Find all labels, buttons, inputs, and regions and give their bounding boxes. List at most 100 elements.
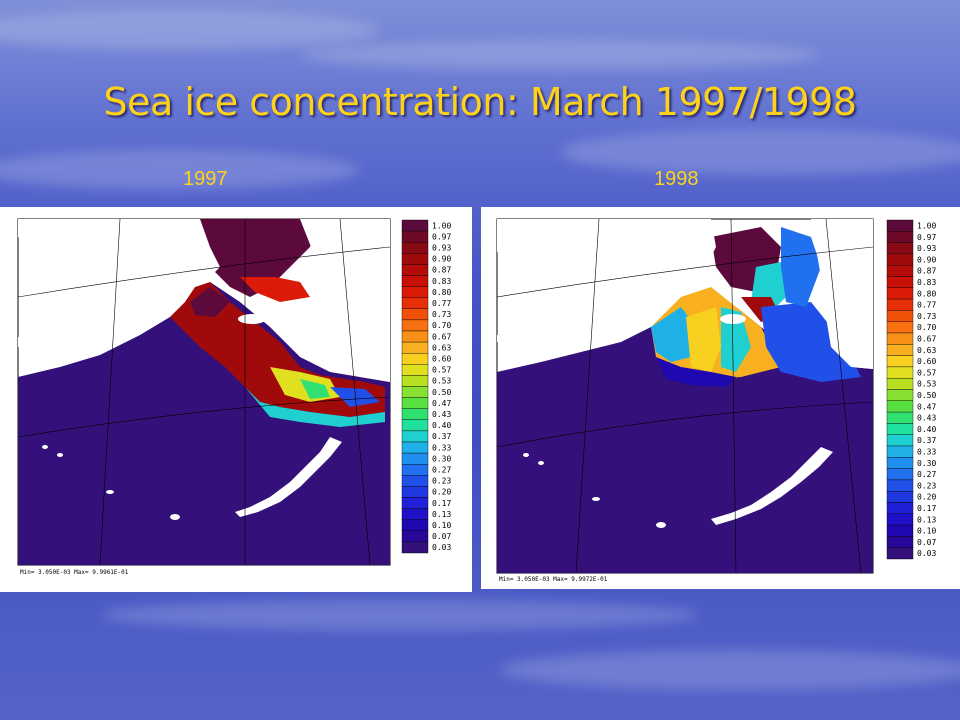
colorbar-label: 0.73 xyxy=(432,310,451,319)
colorbar-swatch xyxy=(886,411,914,424)
colorbar-swatch xyxy=(401,530,429,543)
colorbar-swatch xyxy=(886,355,914,368)
colorbar-label: 0.53 xyxy=(917,380,936,389)
colorbar-label: 0.90 xyxy=(917,255,936,264)
map-frame xyxy=(17,218,391,566)
colorbar-swatch xyxy=(886,366,914,379)
colorbar-swatch xyxy=(886,513,914,526)
year-label-1997: 1997 xyxy=(183,168,228,190)
colorbar-swatch xyxy=(886,377,914,390)
colorbar-label: 0.07 xyxy=(432,532,451,541)
colorbar-label: 0.50 xyxy=(432,388,451,397)
colorbar-swatch xyxy=(401,341,429,354)
colorbar-swatch xyxy=(401,352,429,365)
colorbar-swatch xyxy=(401,397,429,409)
colorbar-swatch xyxy=(401,519,429,532)
colorbar-swatch xyxy=(886,231,914,243)
colorbar-swatch xyxy=(886,389,914,402)
colorbar-swatch xyxy=(401,275,429,287)
colorbar-label: 0.90 xyxy=(432,255,451,264)
colorbar-swatch xyxy=(401,452,429,465)
colorbar-swatch xyxy=(401,364,429,376)
colorbar-label: 0.70 xyxy=(432,321,451,330)
colorbar-swatch xyxy=(886,287,914,300)
colorbar-label: 0.13 xyxy=(917,515,936,524)
colorbar-swatch xyxy=(401,253,429,265)
colorbar-swatch xyxy=(401,408,429,420)
colorbar-swatch xyxy=(886,276,914,289)
colorbar: 1.00 0.97 0.93 0.90 0.87 0.83 0.80 0.77 0.73 0.70… xyxy=(401,219,451,554)
colorbar-swatch xyxy=(401,508,429,520)
colorbar-swatch xyxy=(886,310,914,322)
colorbar-swatch xyxy=(401,441,429,454)
colorbar-label: 0.20 xyxy=(432,488,451,497)
colorbar-label: 0.20 xyxy=(917,493,936,502)
colorbar-swatch xyxy=(401,264,429,276)
colorbar-swatch xyxy=(886,479,914,492)
colorbar-label: 0.53 xyxy=(432,377,451,386)
colorbar-swatch xyxy=(886,219,914,232)
ocean-area xyxy=(497,302,873,573)
colorbar-label: 0.17 xyxy=(432,499,451,508)
colorbar-label: 0.43 xyxy=(432,410,451,419)
colorbar-label: 0.60 xyxy=(917,357,936,366)
colorbar-swatch xyxy=(886,536,914,548)
colorbar-label: 0.57 xyxy=(917,368,936,377)
colorbar-swatch xyxy=(401,297,429,309)
colorbar-label: 0.33 xyxy=(917,447,936,456)
ocean-area xyxy=(18,282,390,565)
colorbar-swatch xyxy=(401,286,429,298)
colorbar-label: 0.03 xyxy=(432,543,451,552)
colorbar-label: 0.47 xyxy=(917,402,936,411)
colorbar-label: 0.40 xyxy=(917,425,936,434)
colorbar-label: 0.67 xyxy=(917,334,936,343)
map-panel-1997: Min= 3.050E-03 Max= 9.9961E-01 1.00 0.97 0… xyxy=(0,207,472,592)
colorbar-swatch xyxy=(886,253,914,266)
colorbar-label: 0.27 xyxy=(917,470,936,479)
colorbar-label: 0.77 xyxy=(432,299,451,308)
colorbar-swatch xyxy=(401,475,429,487)
colorbar-label: 0.87 xyxy=(917,267,936,276)
slide-title: Sea ice concentration: March 1997/1998 xyxy=(103,80,857,124)
colorbar-label: 0.03 xyxy=(917,549,936,558)
colorbar-label: 0.23 xyxy=(917,481,936,490)
colorbar-label: 0.70 xyxy=(917,323,936,332)
colorbar-label: 0.77 xyxy=(917,301,936,310)
colorbar-label: 0.13 xyxy=(432,510,451,519)
minmax-label: Min= 3.050E-03 Max= 9.9961E-01 xyxy=(20,569,129,576)
colorbar-label: 0.57 xyxy=(432,366,451,375)
colorbar-swatch xyxy=(886,400,914,413)
colorbar-swatch xyxy=(401,419,429,432)
colorbar-swatch xyxy=(401,330,429,343)
colorbar-label: 0.87 xyxy=(432,266,451,275)
map-frame xyxy=(496,218,874,574)
colorbar-swatch xyxy=(886,423,914,435)
colorbar-label: 0.43 xyxy=(917,414,936,423)
colorbar-label: 1.00 xyxy=(432,221,451,230)
year-label-1998: 1998 xyxy=(654,168,699,190)
colorbar-label: 0.83 xyxy=(917,278,936,287)
colorbar-label: 0.93 xyxy=(917,244,936,253)
colorbar-swatch xyxy=(401,541,429,554)
colorbar-swatch xyxy=(886,242,914,255)
colorbar-label: 0.27 xyxy=(432,466,451,475)
colorbar-swatch xyxy=(401,230,429,243)
colorbar-label: 0.80 xyxy=(917,289,936,298)
colorbar-label: 0.37 xyxy=(432,432,451,441)
colorbar-label: 0.10 xyxy=(917,527,936,536)
colorbar-swatch xyxy=(401,430,429,443)
colorbar-swatch xyxy=(886,457,914,469)
colorbar-swatch xyxy=(886,298,914,311)
colorbar-label: 0.97 xyxy=(432,232,451,241)
colorbar-label: 0.07 xyxy=(917,538,936,547)
colorbar-label: 0.80 xyxy=(432,288,451,297)
colorbar-swatch xyxy=(401,386,429,398)
colorbar: 1.00 0.97 0.93 0.90 0.87 0.83 0.80 0.77 0.73 0.70… xyxy=(886,219,936,560)
colorbar-swatch xyxy=(401,319,429,332)
colorbar-swatch xyxy=(401,486,429,498)
colorbar-swatch xyxy=(886,502,914,515)
colorbar-label: 0.63 xyxy=(432,343,451,352)
map-panel-1998: Min= 3.050E-03 Max= 9.9972E-01 1.00 0.97 0… xyxy=(481,207,960,589)
colorbar-label: 0.73 xyxy=(917,312,936,321)
colorbar-label: 0.40 xyxy=(432,421,451,430)
